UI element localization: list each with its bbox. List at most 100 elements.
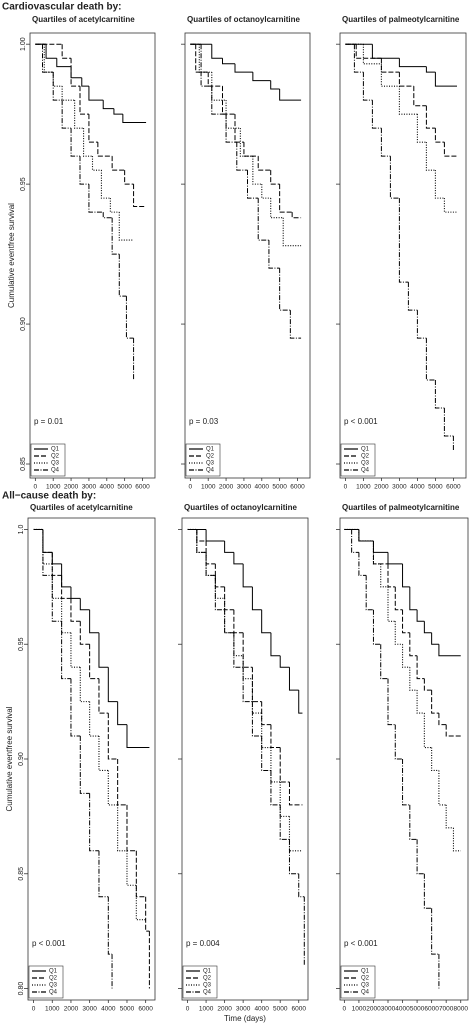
- survival-step: [234, 63, 253, 73]
- x-tick-label: 4000: [395, 1006, 410, 1013]
- legend-label: Q2: [203, 976, 212, 982]
- survival-step: [211, 86, 227, 115]
- x-tick-label: 2000: [64, 1006, 79, 1013]
- survival-step: [196, 529, 207, 553]
- survival-step: [402, 759, 410, 806]
- survival-step: [445, 804, 454, 829]
- survival-step: [205, 529, 225, 542]
- x-tick-label: 1000: [356, 484, 371, 491]
- survival-step: [270, 80, 280, 90]
- x-tick-label: 6000: [292, 1006, 307, 1013]
- survival-step: [224, 586, 234, 611]
- survival-step: [443, 408, 454, 437]
- survival-step: [207, 72, 223, 87]
- legend-label: Q2: [361, 454, 370, 460]
- survival-step: [270, 198, 284, 219]
- survival-step: [355, 44, 382, 59]
- legend-label: Q2: [51, 454, 60, 460]
- survival-step: [222, 58, 235, 65]
- x-tick-label: 4000: [254, 1006, 269, 1013]
- survival-step: [70, 66, 82, 79]
- legend-label: Q1: [203, 969, 212, 975]
- survival-step: [118, 212, 134, 241]
- survival-step: [145, 896, 150, 932]
- survival-step: [88, 114, 98, 143]
- survival-step: [425, 105, 436, 129]
- survival-step: [394, 621, 403, 645]
- survival-step: [279, 747, 290, 783]
- legend-label: Q1: [49, 969, 58, 975]
- survival-step: [107, 770, 118, 806]
- survival-step: [224, 609, 234, 634]
- legend-label: Q4: [49, 990, 58, 996]
- x-tick-label: 3000: [392, 484, 407, 491]
- y-tick-label: 0.95: [18, 637, 25, 651]
- survival-step: [261, 609, 271, 634]
- survival-step: [289, 310, 302, 339]
- survival-step: [358, 529, 374, 542]
- x-tick-label: 0: [186, 1006, 190, 1013]
- legend-label: Q1: [361, 447, 370, 453]
- x-tick-label: 5000: [272, 484, 287, 491]
- survival-step: [365, 575, 374, 611]
- survival-step: [413, 86, 427, 107]
- legend-label: Q1: [361, 969, 370, 975]
- panel-title: Quartiles of octanoylcarnitine: [187, 15, 300, 24]
- survival-step: [279, 804, 290, 840]
- x-tick-label: 2000: [374, 484, 389, 491]
- survival-step: [431, 690, 439, 714]
- panel-title: Quartiles of palmeotylcarnitine: [342, 15, 460, 24]
- plot-frame: [181, 517, 309, 1001]
- survival-step: [79, 86, 89, 115]
- survival-step: [52, 72, 63, 87]
- survival-step: [243, 142, 259, 157]
- survival-step: [372, 609, 381, 645]
- x-tick-label: 6000: [290, 484, 305, 491]
- survival-step: [389, 156, 400, 199]
- survival-step: [109, 198, 120, 213]
- survival-step: [74, 100, 84, 129]
- plot-frame: [339, 32, 467, 479]
- survival-step: [252, 72, 271, 82]
- survival-step: [425, 142, 436, 171]
- survival-step: [358, 529, 374, 542]
- survival-step: [416, 655, 425, 680]
- y-tick-label: 0.95: [20, 177, 27, 191]
- survival-step: [233, 552, 244, 565]
- x-tick-label: 2000: [64, 484, 79, 491]
- x-tick-label: 3000: [82, 1006, 97, 1013]
- survival-step: [445, 724, 461, 737]
- survival-step: [387, 563, 396, 588]
- x-tick-label: 3000: [381, 1006, 396, 1013]
- survival-step: [51, 563, 62, 599]
- survival-step: [233, 632, 244, 657]
- survival-step: [98, 632, 109, 668]
- survival-step: [257, 156, 271, 171]
- heading: Cardiovascular death by:: [2, 2, 121, 13]
- survival-step: [70, 678, 81, 737]
- survival-step: [52, 72, 63, 101]
- y-axis-label: Cumulative eventfree survival: [7, 203, 16, 308]
- survival-step: [61, 575, 71, 599]
- x-tick-label: 1000: [199, 1006, 214, 1013]
- survival-step: [351, 529, 359, 553]
- survival-step: [434, 128, 445, 143]
- survival-step: [89, 701, 99, 737]
- survival-step: [126, 724, 150, 749]
- legend-label: Q3: [206, 461, 215, 467]
- y-tick-label: 0.80: [18, 982, 25, 996]
- survival-step: [268, 240, 280, 269]
- y-tick-label: 1.0: [18, 525, 25, 535]
- survival-step: [270, 724, 281, 749]
- legend-label: Q2: [206, 454, 215, 460]
- survival-step: [198, 44, 212, 73]
- x-tick-label: 8000: [453, 1006, 468, 1013]
- x-tick-label: 6000: [135, 484, 150, 491]
- legend-label: Q3: [361, 461, 370, 467]
- survival-step: [135, 885, 146, 921]
- survival-step: [416, 310, 427, 339]
- survival-step: [372, 540, 381, 565]
- panel-title: Quartiles of palmeotylcarnitine: [342, 503, 460, 512]
- survival-step: [425, 66, 436, 73]
